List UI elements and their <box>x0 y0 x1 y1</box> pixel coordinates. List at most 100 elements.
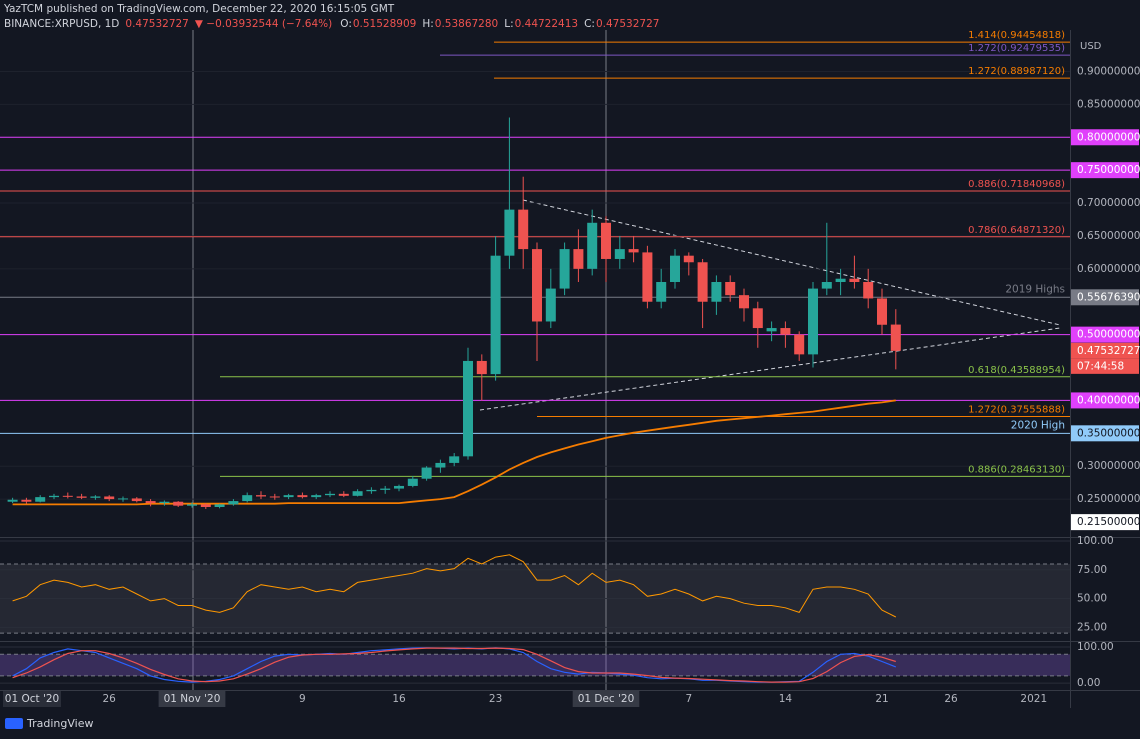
candle-body <box>242 495 253 502</box>
header-field: 0.47532727 <box>125 18 188 30</box>
candle-body <box>877 298 887 325</box>
candle-body <box>366 489 377 492</box>
price-box <box>1071 392 1139 409</box>
candle-body <box>766 328 777 332</box>
candle-body <box>587 222 598 269</box>
candle-body <box>104 496 115 500</box>
candle-body <box>642 252 653 302</box>
crosshair-date-box <box>158 691 226 707</box>
candle-body <box>656 282 667 302</box>
candle-body <box>697 262 708 302</box>
y-tick-label: 0.85000000 <box>1077 98 1140 110</box>
level-note: 2019 Highs <box>1005 283 1065 295</box>
fib-level-label: 0.886(0.71840968) <box>968 179 1065 190</box>
fib-level-label: 0.786(0.64871320) <box>968 225 1065 236</box>
candle-body <box>614 249 625 259</box>
candle-body <box>670 255 680 282</box>
candle-body <box>794 334 805 355</box>
fib-level-label: 1.272(0.37555888) <box>968 405 1065 416</box>
y-tick-label: 0.90000000 <box>1077 65 1140 77</box>
price-box-label: 0.21500000 <box>1077 516 1140 528</box>
publisher: YazTCM published on TradingView.com, Dec… <box>3 3 395 15</box>
price-box-label: 0.55676390 <box>1077 291 1140 303</box>
y-tick-label: 0.30000000 <box>1077 460 1140 472</box>
x-tick-label: 26 <box>944 693 958 705</box>
candle-body <box>711 282 722 302</box>
price-box-label: 0.40000000 <box>1077 394 1140 406</box>
candle-body <box>380 488 391 490</box>
header-field: 0.53867280 <box>435 18 498 30</box>
price-pane <box>0 41 1070 509</box>
indicator-pane <box>0 540 1070 634</box>
price-box-label: 0.47532727 <box>1077 345 1140 357</box>
trendline <box>522 199 1061 326</box>
y-tick-label: 100.00 <box>1077 641 1114 653</box>
y-tick-label: 100.00 <box>1077 535 1114 547</box>
crosshair-date-box <box>572 691 640 707</box>
brand-name: TradingView <box>26 717 93 730</box>
candle-body <box>821 282 832 289</box>
candle-body <box>421 467 432 479</box>
price-box-label: 0.50000000 <box>1077 329 1140 341</box>
indicator-line <box>12 554 897 618</box>
candle-body <box>325 493 335 496</box>
candle-body <box>435 462 446 468</box>
band-fill <box>0 654 1070 676</box>
candle-body <box>532 249 542 322</box>
candle-body <box>559 249 570 289</box>
candle-body <box>407 478 418 486</box>
indicator-pane <box>0 646 1070 684</box>
candle-body <box>269 496 280 498</box>
x-tick-label: 21 <box>875 693 888 705</box>
y-tick-label: 0.00 <box>1077 677 1100 689</box>
pinned-date-box <box>3 691 61 707</box>
header-field: ▼ −0.03932544 (−7.64%) <box>195 18 332 30</box>
moving-average <box>12 399 896 506</box>
x-tick-label: 23 <box>489 693 502 705</box>
candle-body <box>352 491 363 496</box>
candle-body <box>311 495 322 498</box>
y-tick-label: 0.60000000 <box>1077 263 1140 275</box>
candle-body <box>118 498 128 500</box>
candle-body <box>62 495 73 497</box>
y-tick-label: 0.25000000 <box>1077 493 1140 505</box>
candle-body <box>35 497 46 502</box>
fib-level-label: 1.272(0.88987120) <box>968 66 1065 77</box>
price-box <box>1071 425 1139 442</box>
candle-body <box>835 278 846 282</box>
candle-body <box>173 501 184 506</box>
fib-level-label: 1.414(0.94454818) <box>968 30 1065 41</box>
price-box <box>1071 129 1139 146</box>
price-box <box>1071 289 1139 306</box>
candle-body <box>159 501 170 504</box>
x-tick-label: 9 <box>299 693 306 705</box>
candle-body <box>76 496 87 498</box>
candle-body <box>187 504 197 506</box>
fib-level-label: 0.886(0.28463130) <box>968 464 1065 475</box>
price-box-label: 0.80000000 <box>1077 131 1140 143</box>
price-box <box>1071 514 1139 531</box>
candle-body <box>628 249 639 253</box>
countdown-box <box>1071 358 1139 374</box>
candle-body <box>145 501 156 504</box>
candle-body <box>228 501 239 505</box>
candle-body <box>752 308 763 329</box>
candle-body <box>863 282 874 299</box>
candle-body <box>476 360 487 375</box>
candle-body <box>890 324 901 351</box>
header-field: H: <box>422 18 433 30</box>
candle-body <box>683 255 694 263</box>
header-field: 0.47532727 <box>596 18 659 30</box>
brand-logo <box>5 718 23 729</box>
countdown-label: 07:44:58 <box>1077 360 1124 372</box>
y-tick-label: 0.65000000 <box>1077 230 1140 242</box>
y-tick-label: 25.00 <box>1077 621 1107 633</box>
brand: TradingView <box>5 717 93 730</box>
candle-body <box>90 496 101 498</box>
candle-body <box>849 278 860 282</box>
candle-body <box>780 328 791 335</box>
y-tick-label: 50.00 <box>1077 593 1107 605</box>
